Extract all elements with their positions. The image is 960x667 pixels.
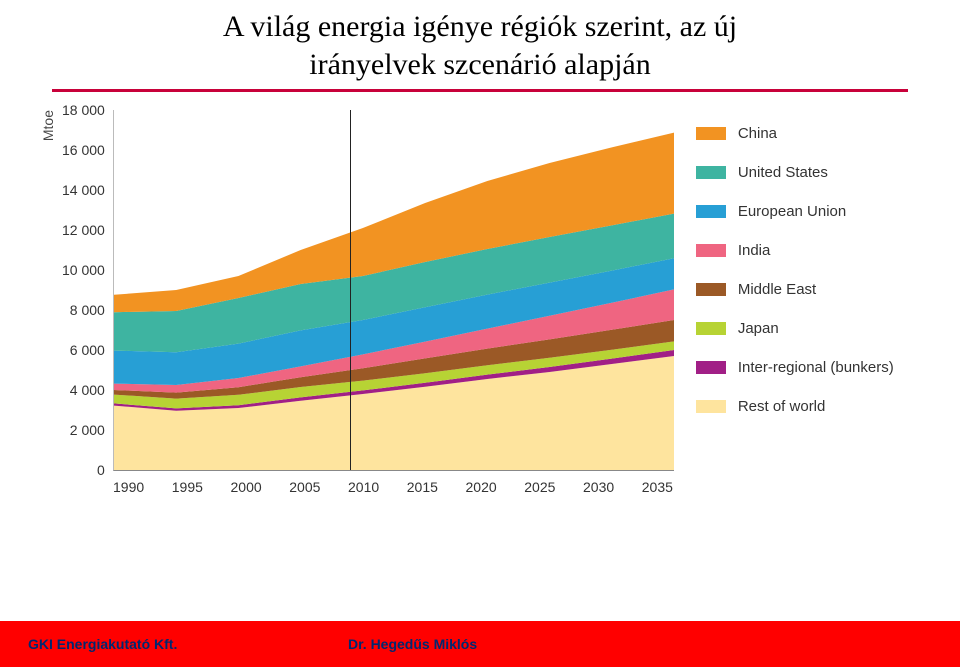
x-tick-label: 1995 (172, 479, 203, 495)
title-line-2: irányelvek szcenárió alapján (309, 48, 650, 81)
legend-swatch (696, 283, 726, 296)
x-tick-label: 1990 (113, 479, 144, 495)
x-tick-label: 2035 (642, 479, 673, 495)
reference-line (350, 110, 351, 470)
chart-svg (114, 110, 674, 470)
x-tick-label: 2000 (231, 479, 262, 495)
x-tick-label: 2025 (524, 479, 555, 495)
legend-swatch (696, 244, 726, 257)
x-axis-ticks: 1990 1995 2000 2005 2010 2015 2020 2025 2030 2035 (113, 471, 673, 495)
legend-label: United States (738, 164, 828, 181)
chart-container: Mtoe 18 00016 00014 00012 00010 0008 000… (0, 110, 960, 495)
footer-center: Dr. Hegedűs Miklós (348, 636, 477, 652)
x-tick-label: 2010 (348, 479, 379, 495)
x-tick-label: 2005 (289, 479, 320, 495)
legend-item: Middle East (696, 281, 894, 298)
legend-label: Inter-regional (bunkers) (738, 359, 894, 376)
legend-swatch (696, 127, 726, 140)
legend-swatch (696, 361, 726, 374)
legend-swatch (696, 166, 726, 179)
legend-swatch (696, 400, 726, 413)
legend-label: Middle East (738, 281, 816, 298)
legend-swatch (696, 205, 726, 218)
area-chart (113, 110, 674, 471)
slide-title: A világ energia igénye régiók szerint, a… (0, 0, 960, 83)
legend: China United States European Union India Mid… (674, 110, 894, 426)
legend-label: European Union (738, 203, 846, 220)
legend-item: Rest of world (696, 398, 894, 415)
legend-item: Japan (696, 320, 894, 337)
legend-label: India (738, 242, 771, 259)
legend-label: Japan (738, 320, 779, 337)
x-tick-label: 2030 (583, 479, 614, 495)
footer-left: GKI Energiakutató Kft. (0, 636, 348, 652)
x-tick-label: 2020 (466, 479, 497, 495)
legend-item: India (696, 242, 894, 259)
title-line-1: A világ energia igénye régiók szerint, a… (223, 10, 737, 43)
y-axis-title: Mtoe (40, 110, 56, 153)
footer-bar: GKI Energiakutató Kft. Dr. Hegedűs Mikló… (0, 621, 960, 667)
legend-item: United States (696, 164, 894, 181)
legend-item: European Union (696, 203, 894, 220)
title-underline (52, 89, 908, 92)
legend-label: China (738, 125, 777, 142)
legend-swatch (696, 322, 726, 335)
x-tick-label: 2015 (407, 479, 438, 495)
legend-item: China (696, 125, 894, 142)
legend-item: Inter-regional (bunkers) (696, 359, 894, 376)
legend-label: Rest of world (738, 398, 826, 415)
y-axis-ticks: 18 00016 00014 00012 00010 0008 0006 000… (62, 110, 105, 470)
